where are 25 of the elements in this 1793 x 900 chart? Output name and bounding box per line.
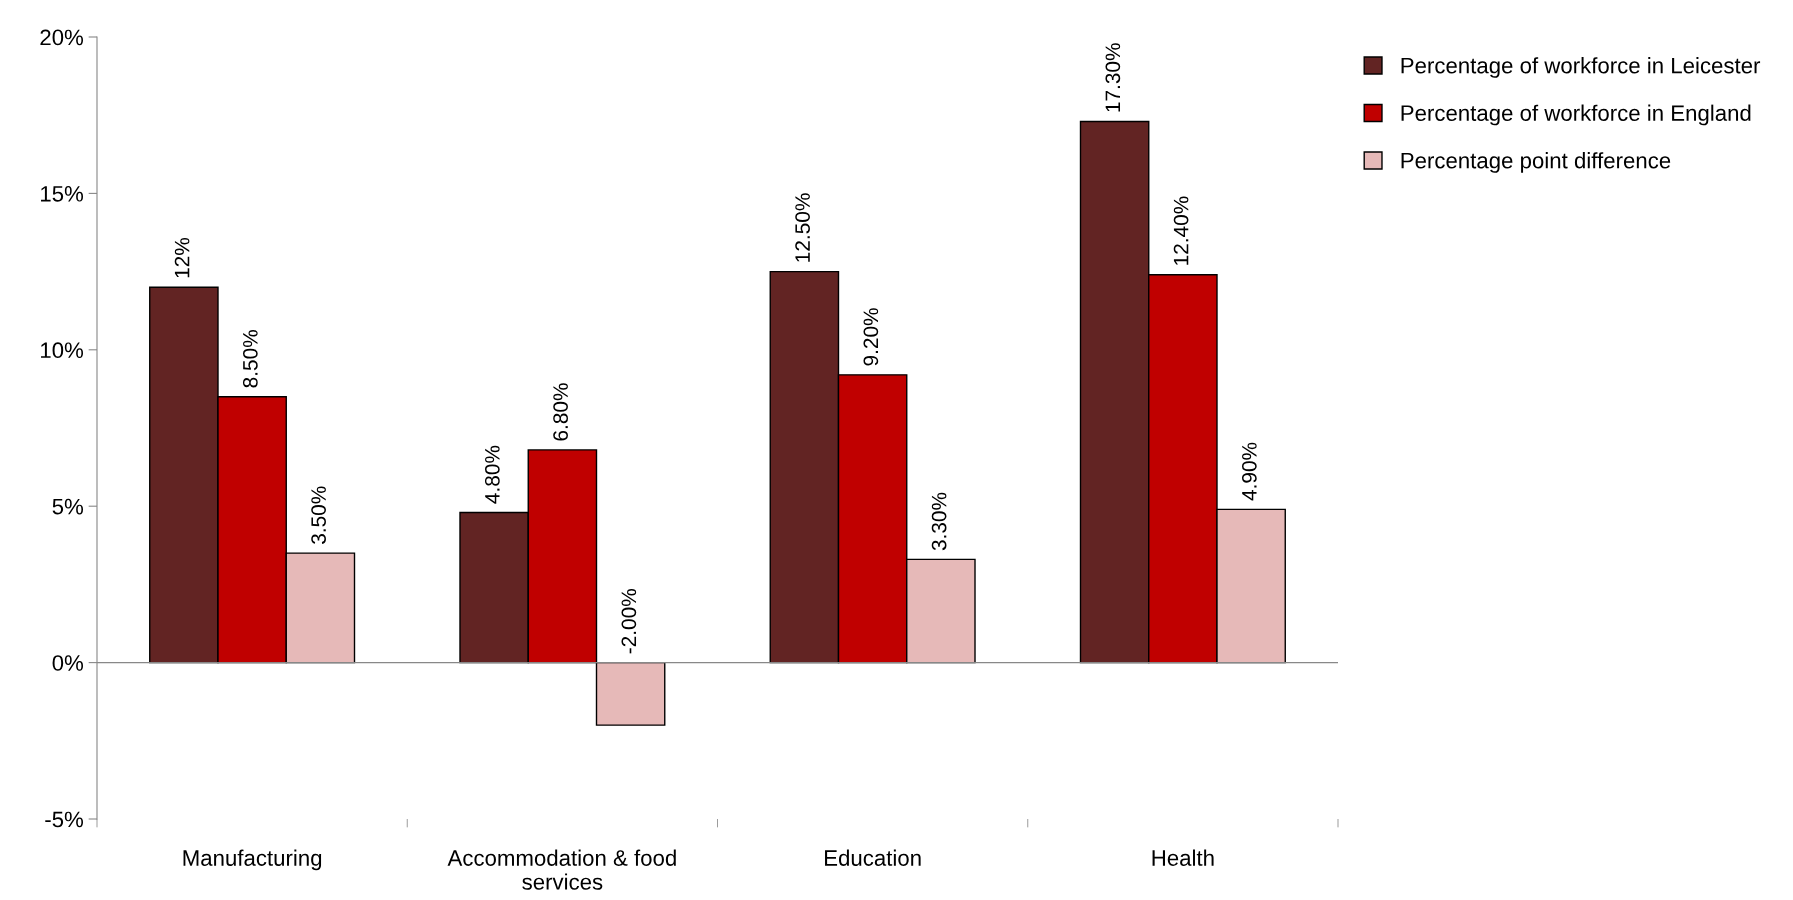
x-tick-label: Accommodation & food services	[447, 849, 676, 890]
y-tick-label: 0%	[52, 655, 84, 671]
data-label: 9.20%	[863, 308, 879, 366]
data-label: 12.40%	[1173, 196, 1189, 265]
x-tick-label: Education	[825, 849, 921, 866]
y-tick-label: 5%	[52, 498, 84, 515]
data-label: 12%	[174, 237, 190, 278]
y-tick-label: 10%	[41, 342, 84, 359]
data-label: 3.30%	[931, 492, 947, 551]
legend-label: Percentage of workforce in England	[1401, 104, 1751, 126]
data-label: 17.30%	[1105, 43, 1121, 112]
legend-label: Percentage point difference	[1401, 152, 1671, 173]
data-label: 4.90%	[1241, 442, 1257, 501]
data-label: 3.50%	[311, 486, 326, 544]
data-label: 4.80%	[484, 445, 500, 504]
data-label: 12.50%	[795, 193, 810, 262]
y-tick-label: -5%	[45, 811, 84, 828]
x-tick-label: Health	[1152, 849, 1214, 866]
y-tick-label: 15%	[41, 186, 84, 202]
data-label: 8.50%	[242, 330, 258, 388]
x-tick-label: Manufacturing	[183, 849, 322, 871]
legend-label: Percentage of workforce in Leicester	[1401, 57, 1761, 78]
data-label: 6.80%	[553, 383, 568, 441]
data-label: -2.00%	[621, 589, 637, 654]
y-tick-label: 20%	[40, 29, 84, 46]
